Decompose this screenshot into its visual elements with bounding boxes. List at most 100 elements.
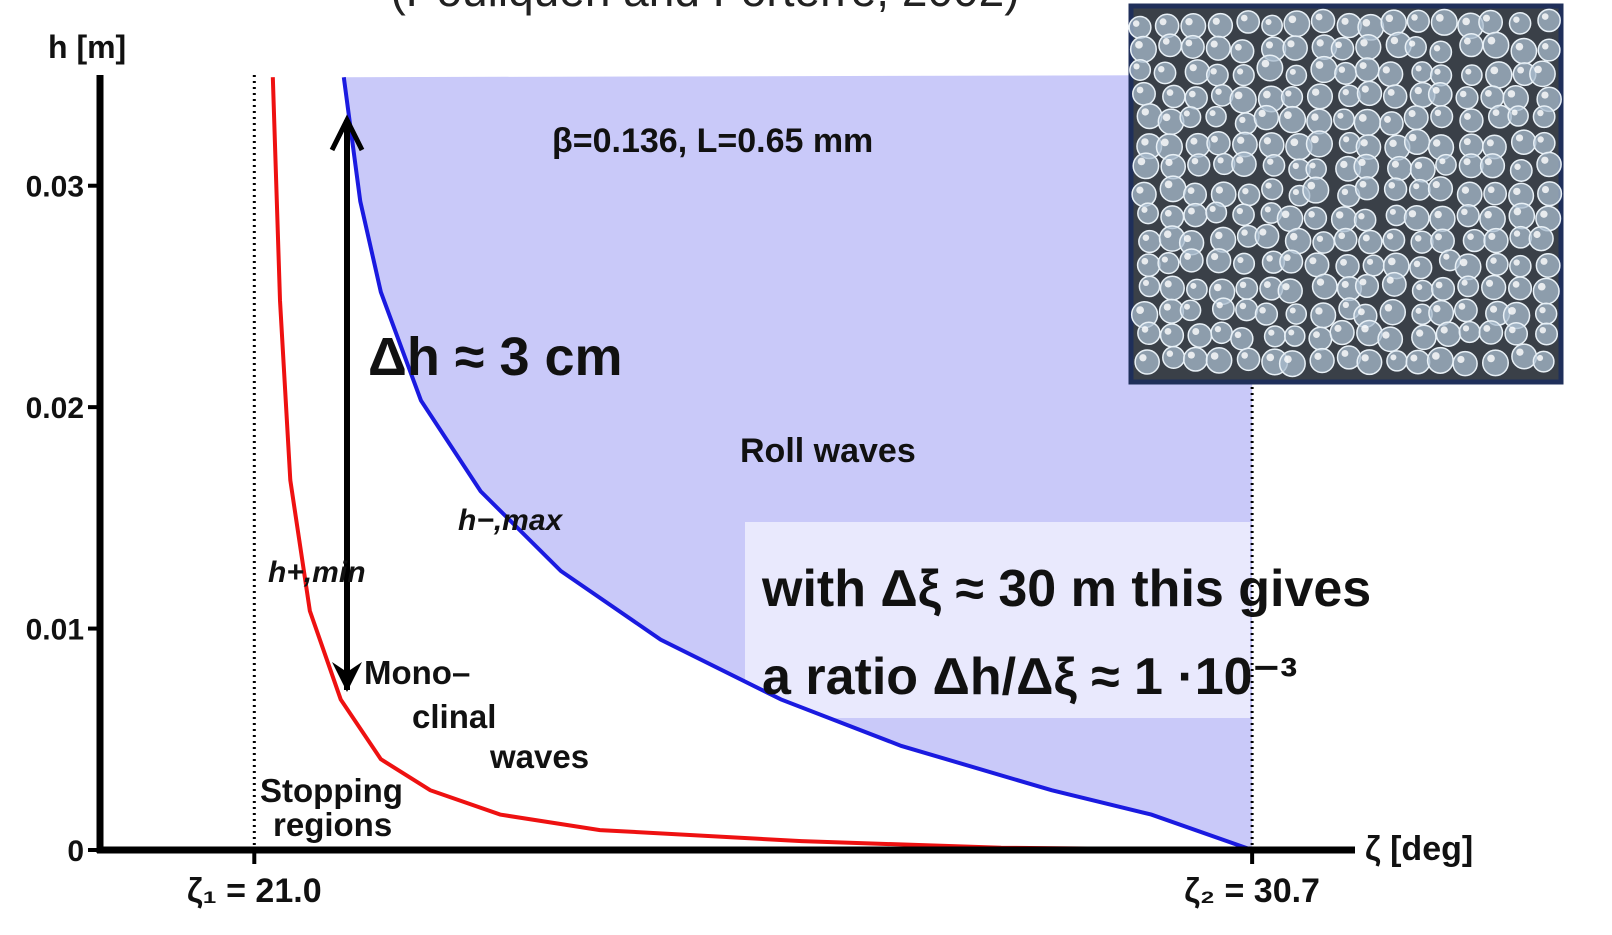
bead [1533,106,1554,127]
bead-highlight [1443,254,1449,260]
bead-highlight [1409,110,1416,117]
bead-highlight [1164,304,1171,311]
bead-highlight [1282,210,1290,218]
bead-highlight [1265,182,1271,188]
bead-highlight [1486,280,1493,287]
bead [1188,324,1211,347]
bead [1212,85,1233,106]
bead-highlight [1386,15,1394,23]
bead [1309,327,1332,350]
bead-highlight [1262,60,1270,68]
bead [1529,227,1553,251]
bead-highlight [1185,18,1192,25]
bead-highlight [1542,43,1548,49]
bead-highlight [1215,88,1221,94]
bead-highlight [1409,134,1416,141]
bead-highlight [1143,280,1149,286]
bead-highlight [1392,161,1399,168]
bead [1158,109,1183,134]
bead [1277,206,1302,231]
bead-highlight [1413,183,1419,189]
x-tick-label: ζ₂ = 30.7 [1184,872,1320,910]
bead-highlight [1266,41,1273,48]
bead [1339,85,1360,106]
bead-highlight [1241,15,1248,22]
bead-highlight [1267,158,1273,164]
bead [1354,209,1375,230]
roll-waves-label: Roll waves [740,432,916,470]
bead [1356,177,1379,200]
bead-highlight [1293,163,1299,169]
bead-highlight [1236,156,1243,163]
bead [1307,109,1332,134]
bead [1132,182,1156,206]
bead-highlight [1215,326,1221,332]
bead [1310,349,1334,373]
bead [1306,159,1326,179]
bead-highlight [1537,136,1543,142]
bead-highlight [1284,111,1292,119]
bead-highlight [1211,253,1218,260]
bead-highlight [1363,19,1371,27]
bead-highlight [1415,235,1422,242]
bead-highlight [1433,87,1440,94]
bead-highlight [1338,232,1345,239]
bead-highlight [1485,158,1492,165]
bead [1479,11,1502,34]
bead-highlight [1434,69,1440,75]
bead-highlight [1211,352,1219,360]
region-fill [254,75,273,77]
bead [1533,351,1554,372]
bead-highlight [1434,45,1440,51]
bead [1160,176,1186,202]
bead [1231,40,1254,63]
region-label: waves [489,738,589,775]
bead [1455,299,1477,321]
bead [1130,60,1150,80]
bead [1262,15,1282,35]
bead-highlight [1335,42,1342,49]
bead-highlight [1490,306,1497,313]
bead [1388,157,1412,181]
bead [1280,250,1303,273]
bead-highlight [1387,233,1393,239]
bead-highlight [1165,210,1172,217]
bead [1436,155,1456,175]
bead [1206,36,1230,60]
bead-highlight [1517,67,1524,74]
bead [1180,249,1203,272]
bead-highlight [1189,91,1196,98]
bead-highlight [1360,181,1367,188]
bead-highlight [1388,182,1395,189]
bead [1405,130,1430,155]
bead [1431,106,1453,128]
bead-highlight [1211,136,1218,143]
bead [1363,255,1384,276]
bead [1384,85,1407,108]
bead-highlight [1239,117,1245,123]
bead-highlight [1361,354,1368,361]
bead-highlight [1340,161,1347,168]
bead-highlight [1142,326,1149,333]
bead-highlight [1441,326,1448,333]
bead-highlight [1290,138,1298,146]
bead-highlight [1163,38,1170,45]
bead [1237,348,1259,370]
bead-highlight [1237,208,1243,214]
bead [1538,182,1562,206]
bead-highlight [1493,109,1500,116]
bead-highlight [1409,40,1415,46]
bead [1534,133,1555,154]
bead-highlight [1467,233,1474,240]
bead-highlight [1509,327,1516,334]
bead-highlight [1414,261,1421,268]
bead-highlight [1158,66,1164,72]
bead [1378,327,1402,351]
curve-label: h+,min [268,556,366,589]
bead-highlight [1337,113,1343,119]
y-tick-label: 0 [67,835,84,868]
bead-highlight [1383,66,1390,73]
bead-highlight [1317,236,1323,242]
y-tick-label: 0.03 [26,171,84,204]
bead-highlight [1312,88,1319,95]
